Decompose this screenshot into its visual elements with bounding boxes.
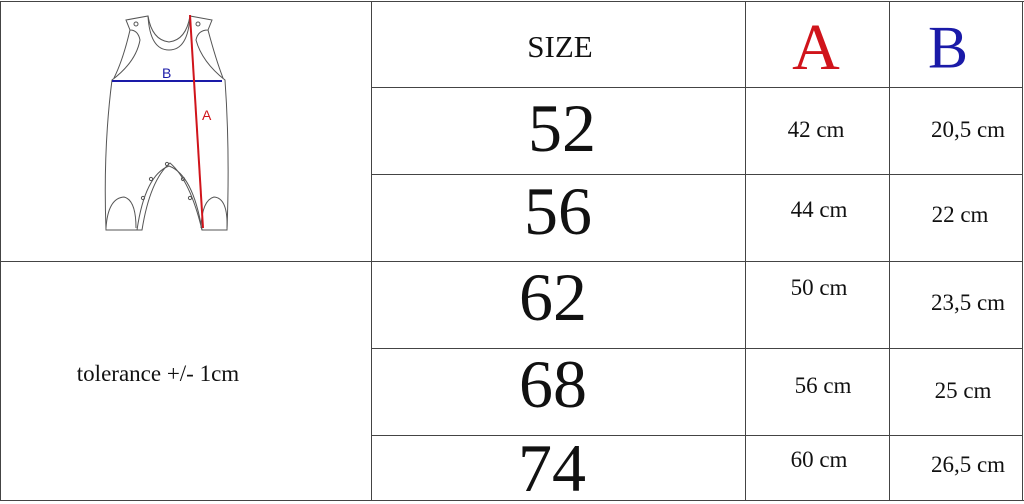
- header-b: B: [927, 14, 969, 81]
- divider: [371, 435, 1023, 436]
- a-value: 56 cm: [794, 373, 852, 398]
- size-value: 68: [519, 346, 587, 422]
- a-value: 50 cm: [790, 275, 848, 300]
- a-value: 60 cm: [790, 447, 848, 472]
- a-value: 42 cm: [787, 117, 845, 142]
- diagram-label-a: A: [202, 107, 212, 123]
- divider: [371, 348, 1023, 349]
- b-value: 26,5 cm: [930, 452, 1006, 477]
- border-right: [1022, 1, 1023, 501]
- size-value: 62: [519, 259, 587, 335]
- b-value: 23,5 cm: [930, 290, 1006, 315]
- b-value: 20,5 cm: [930, 117, 1006, 142]
- border-top: [0, 1, 1024, 2]
- size-value: 74: [518, 430, 586, 504]
- divider: [371, 87, 1023, 88]
- b-value: 25 cm: [934, 378, 992, 403]
- header-a: A: [792, 11, 840, 84]
- b-value: 22 cm: [931, 202, 989, 227]
- border-bottom: [0, 500, 1024, 501]
- border-left: [0, 1, 1, 501]
- divider: [0, 261, 1023, 262]
- diagram-label-b: B: [162, 65, 171, 81]
- romper-diagram: B A: [104, 14, 229, 231]
- divider: [371, 174, 1023, 175]
- size-value: 56: [524, 173, 592, 249]
- size-value: 52: [528, 90, 596, 166]
- divider: [889, 1, 890, 501]
- a-value: 44 cm: [790, 197, 848, 222]
- header-size: SIZE: [527, 29, 593, 64]
- divider: [371, 1, 372, 501]
- divider: [745, 1, 746, 501]
- tolerance-note: tolerance +/- 1cm: [76, 361, 240, 386]
- measure-a-line: [189, 14, 204, 229]
